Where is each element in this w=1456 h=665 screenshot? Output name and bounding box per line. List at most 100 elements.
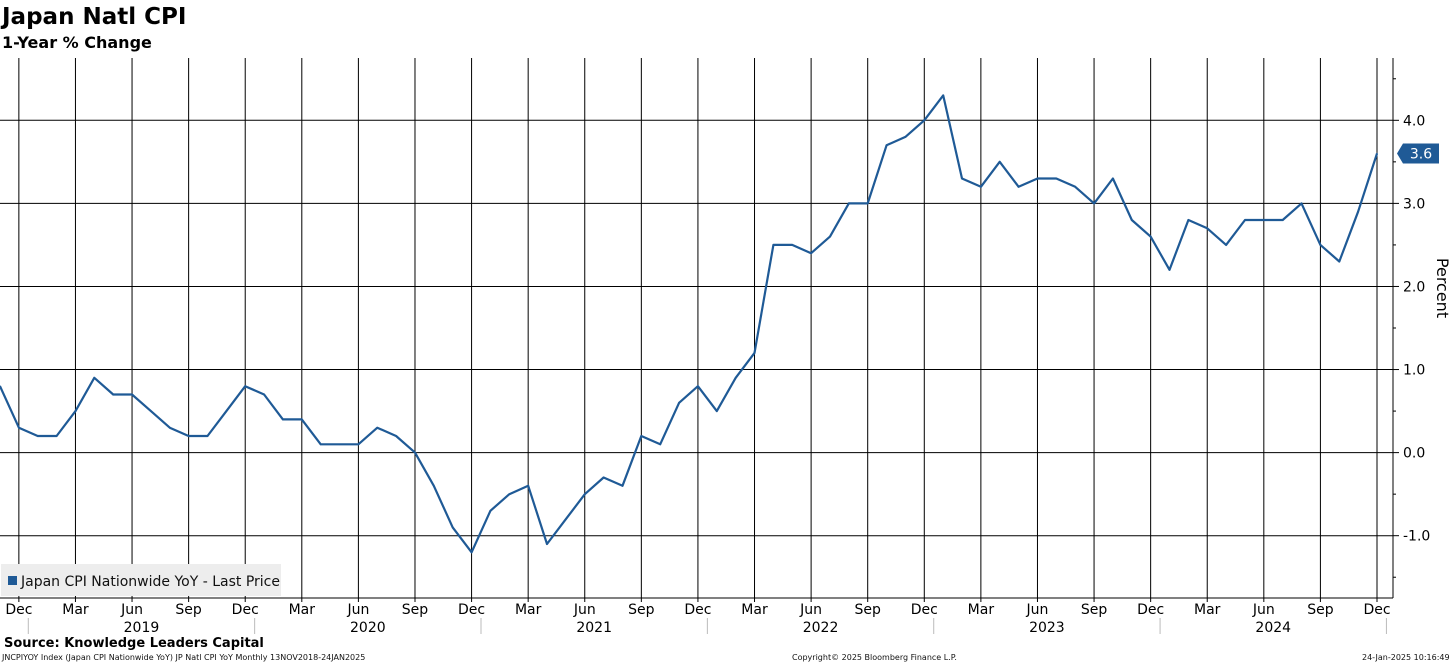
data-point (74, 410, 77, 412)
x-tick-label: Jun (1252, 602, 1275, 618)
data-point (961, 177, 963, 180)
data-point (527, 485, 529, 487)
data-point (112, 393, 114, 396)
x-tick-label: Sep (855, 602, 882, 618)
data-point (1055, 177, 1058, 180)
data-point (1338, 260, 1341, 263)
data-point (1319, 244, 1322, 246)
x-year-label: 2024 (1255, 620, 1291, 636)
data-point (168, 426, 171, 429)
data-point (319, 443, 322, 446)
series-line (0, 94, 1379, 554)
data-point (93, 377, 96, 379)
data-point (225, 410, 228, 412)
x-tick-label: Mar (1194, 602, 1221, 618)
data-point (36, 435, 39, 437)
data-point (904, 136, 907, 138)
data-point (546, 543, 548, 545)
x-tick-label: Jun (799, 602, 822, 618)
data-point (150, 410, 152, 412)
data-point (772, 244, 775, 246)
x-tick-label: Mar (62, 602, 89, 618)
timestamp: 24-Jan-2025 10:16:49 (1362, 653, 1450, 662)
last-value-badge (1397, 143, 1439, 164)
y-tick-label: 0.0 (1403, 446, 1425, 462)
data-point (1168, 269, 1171, 271)
data-point (414, 451, 416, 454)
x-tick-label: Jun (120, 602, 143, 618)
data-point (885, 144, 888, 147)
data-point (263, 393, 265, 396)
vertical-gridlines (18, 58, 1378, 598)
data-point (980, 185, 982, 188)
x-tick-label: Sep (628, 602, 655, 618)
data-point (1357, 210, 1359, 213)
x-tick-label: Dec (684, 602, 711, 618)
x-tick-label: Sep (175, 602, 202, 618)
legend-box (1, 564, 281, 596)
x-tick-label: Mar (741, 602, 768, 618)
data-point (1300, 202, 1303, 205)
data-point (18, 426, 20, 429)
data-point (451, 526, 454, 529)
data-point (923, 119, 926, 122)
data-point (206, 435, 209, 437)
ticker-line: JNCPIYOY Index (Japan CPI Nationwide YoY… (2, 653, 366, 662)
legend-swatch (8, 576, 17, 585)
data-point (678, 401, 680, 404)
data-point (866, 202, 869, 205)
data-point (998, 161, 1001, 163)
data-point (131, 393, 133, 396)
x-tick-label: Jun (573, 602, 596, 618)
legend-entry: Japan CPI Nationwide YoY - Last Price (20, 574, 280, 590)
data-point (565, 518, 567, 520)
x-tick-label: Jun (1026, 602, 1049, 618)
data-point (301, 418, 303, 421)
x-year-label: 2020 (350, 620, 386, 636)
data-point (829, 235, 831, 238)
x-tick-label: Sep (1307, 602, 1334, 618)
data-point (357, 443, 360, 446)
data-point (0, 385, 1, 387)
data-point (1074, 185, 1076, 188)
last-value-badge-layer: 3.6 (1397, 143, 1439, 164)
x-tick-label: Dec (911, 602, 938, 618)
data-point (508, 493, 511, 495)
data-point (810, 252, 812, 255)
data-point (1149, 235, 1152, 238)
data-point (1376, 152, 1378, 155)
data-point (244, 385, 247, 387)
x-tick-label: Dec (5, 602, 32, 618)
data-point (55, 435, 58, 437)
x-year-label: 2022 (803, 620, 839, 636)
data-point (848, 202, 850, 205)
data-point (659, 443, 662, 446)
last-value-label: 3.6 (1410, 147, 1432, 163)
data-point (1187, 219, 1190, 221)
x-year-label: 2021 (576, 620, 612, 636)
data-point (470, 551, 473, 554)
data-point (282, 418, 284, 421)
chart-subtitle: 1-Year % Change (2, 33, 152, 52)
data-point (715, 410, 718, 412)
x-year-label: 2023 (1029, 620, 1065, 636)
data-point (1130, 219, 1133, 221)
x-tick-label: Dec (1137, 602, 1164, 618)
data-point (697, 385, 699, 387)
data-point (583, 493, 586, 495)
data-point (734, 377, 737, 379)
data-point (1263, 219, 1265, 221)
y-tick-label: 4.0 (1403, 113, 1425, 129)
data-point (942, 94, 944, 97)
data-point (1017, 185, 1020, 188)
data-point (753, 352, 756, 354)
data-point (621, 485, 624, 487)
data-point (640, 435, 643, 437)
data-point (1112, 177, 1114, 180)
data-point (433, 485, 435, 487)
y-axis: -1.0 0.0 1.0 2.0 3.0 4.0 Percent (1392, 58, 1452, 598)
x-tick-label: Sep (402, 602, 429, 618)
data-point (1093, 202, 1095, 205)
data-point (791, 244, 794, 246)
